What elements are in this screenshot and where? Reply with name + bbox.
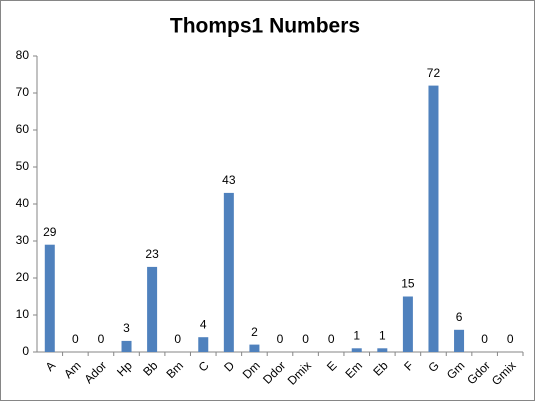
data-label: 1 <box>353 328 360 342</box>
bar <box>249 344 260 352</box>
bar <box>402 296 413 352</box>
bar <box>351 348 362 352</box>
data-label: 0 <box>328 332 335 346</box>
data-label: 43 <box>222 173 236 187</box>
data-label: 0 <box>174 332 181 346</box>
data-label: 72 <box>427 66 441 80</box>
bar <box>223 192 234 352</box>
data-label: 0 <box>98 332 105 346</box>
y-tick-label: 20 <box>16 270 30 284</box>
data-label: 23 <box>145 247 159 261</box>
data-label: 0 <box>507 332 514 346</box>
y-tick-label: 40 <box>16 196 30 210</box>
y-tick-label: 70 <box>16 85 30 99</box>
bar <box>147 266 158 352</box>
y-tick-label: 30 <box>16 233 30 247</box>
y-tick-label: 10 <box>16 307 30 321</box>
data-label: 0 <box>481 332 488 346</box>
data-label: 4 <box>200 317 207 331</box>
data-label: 0 <box>277 332 284 346</box>
data-label: 3 <box>123 321 130 335</box>
bar <box>454 329 465 352</box>
chart-title: Thomps1 Numbers <box>170 15 360 38</box>
data-label: 1 <box>379 328 386 342</box>
data-label: 29 <box>43 225 57 239</box>
y-tick-label: 60 <box>16 122 30 136</box>
y-tick-label: 0 <box>22 344 29 358</box>
data-label: 2 <box>251 325 258 339</box>
y-tick-label: 80 <box>16 48 30 62</box>
data-label: 15 <box>401 277 415 291</box>
data-label: 0 <box>72 332 79 346</box>
bar <box>428 85 439 352</box>
data-label: 0 <box>302 332 309 346</box>
y-tick-label: 50 <box>16 159 30 173</box>
bar <box>44 244 55 352</box>
bar <box>121 340 132 352</box>
data-label: 6 <box>456 310 463 324</box>
bar <box>377 348 388 352</box>
bar <box>198 337 209 352</box>
